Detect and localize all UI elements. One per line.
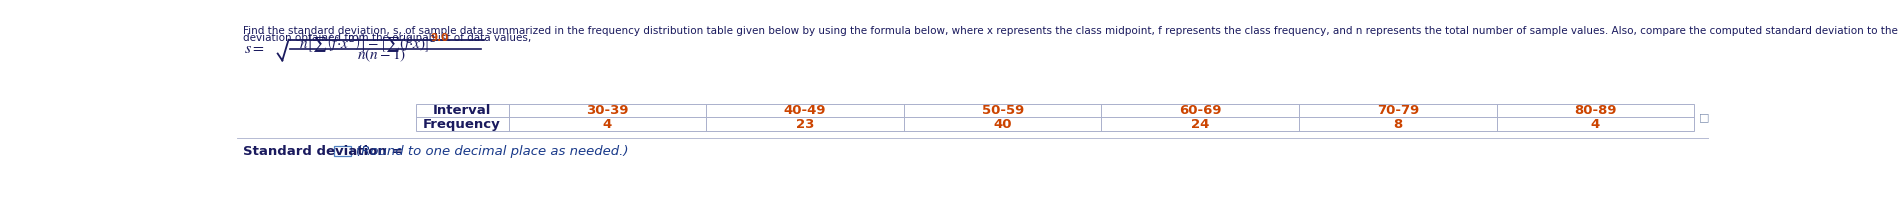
Text: □: □ (1699, 112, 1708, 122)
Text: 50-59: 50-59 (981, 104, 1023, 117)
Text: $n(n-1)$: $n(n-1)$ (357, 46, 406, 64)
Text: 60-69: 60-69 (1179, 104, 1220, 117)
Text: 40: 40 (993, 118, 1012, 131)
Text: Standard deviation =: Standard deviation = (243, 145, 406, 158)
Bar (334, 146, 351, 156)
Text: deviation obtained from the original list of data values,: deviation obtained from the original lis… (243, 33, 533, 43)
Text: Frequency: Frequency (423, 118, 501, 131)
Text: 9.0: 9.0 (431, 33, 448, 43)
Text: 30-39: 30-39 (586, 104, 628, 117)
Text: 70-79: 70-79 (1376, 104, 1418, 117)
Text: 40-49: 40-49 (784, 104, 826, 117)
Text: 23: 23 (795, 118, 814, 131)
Text: Find the standard deviation, s, of sample data summarized in the frequency distr: Find the standard deviation, s, of sampl… (243, 26, 1898, 36)
Text: 4: 4 (1591, 118, 1600, 131)
Text: (Round to one decimal place as needed.): (Round to one decimal place as needed.) (355, 145, 628, 158)
Text: $n\left[\sum\left(f{\cdot}x^2\right)\right]-\left[\sum\left(f{\cdot}x\right)\rig: $n\left[\sum\left(f{\cdot}x^2\right)\rig… (300, 32, 437, 54)
Text: $s=$: $s=$ (243, 41, 264, 56)
Text: 24: 24 (1190, 118, 1209, 131)
Text: 80-89: 80-89 (1573, 104, 1615, 117)
Bar (416, 104, 1693, 131)
Text: 8: 8 (1393, 118, 1403, 131)
Text: 4: 4 (602, 118, 611, 131)
Text: Interval: Interval (433, 104, 492, 117)
